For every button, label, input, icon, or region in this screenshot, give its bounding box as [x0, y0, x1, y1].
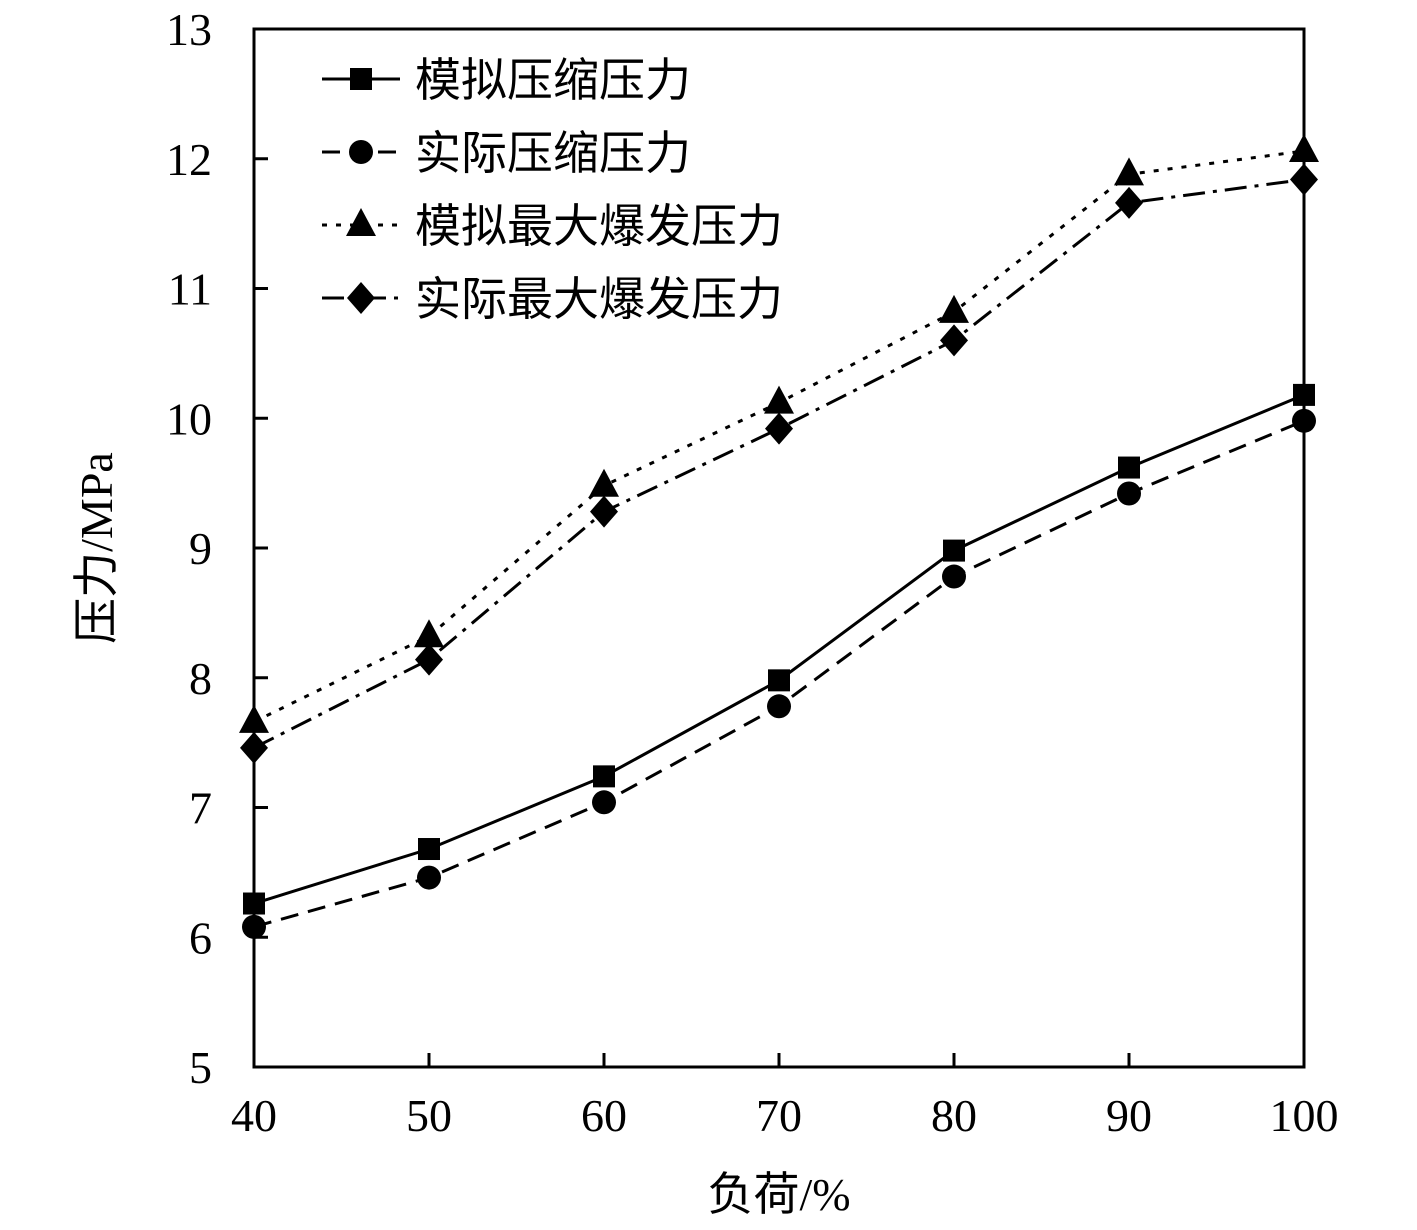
data-point-s4 [765, 412, 793, 445]
x-tick-label: 100 [1270, 1090, 1339, 1141]
data-point-s4 [1115, 186, 1143, 219]
y-tick-label: 6 [189, 912, 212, 963]
data-point-s3 [239, 704, 269, 733]
legend-label: 实际压缩压力 [415, 128, 691, 179]
data-point-s1 [418, 838, 440, 861]
data-point-s4 [590, 495, 618, 528]
x-tick-label: 50 [406, 1090, 452, 1141]
legend-label: 模拟最大爆发压力 [415, 201, 783, 252]
series-line-1 [253, 393, 1305, 905]
x-tick-label: 90 [1106, 1090, 1152, 1141]
legend-marker-4 [347, 282, 375, 314]
legend-label: 模拟压缩压力 [415, 55, 691, 106]
y-tick-label: 13 [166, 4, 212, 55]
data-point-s4 [940, 324, 968, 357]
axis-ticks: 40 50 60 70 80 90 100 5 6 7 8 9 10 11 12 13 [166, 4, 1339, 1141]
data-point-s1 [1118, 456, 1140, 479]
data-point-s3 [1289, 133, 1319, 162]
data-point-s3 [939, 294, 969, 323]
y-tick-label: 12 [166, 134, 212, 185]
legend-label: 实际最大爆发压力 [415, 274, 783, 325]
x-tick-label: 70 [756, 1090, 802, 1141]
y-axis-title: 压力/MPa [71, 452, 122, 644]
data-point-s2 [242, 914, 266, 939]
data-point-s3 [1114, 157, 1144, 186]
y-tick-label: 7 [189, 783, 212, 834]
y-tick-label: 5 [189, 1042, 212, 1093]
y-tick-label: 8 [189, 653, 212, 704]
data-point-s3 [414, 619, 444, 648]
x-axis-title: 负荷/% [707, 1169, 850, 1220]
plot-frame [252, 27, 1306, 1069]
data-point-s2 [417, 865, 441, 890]
data-point-s1 [1293, 383, 1315, 406]
legend-marker-2 [349, 140, 373, 164]
data-point-s1 [943, 539, 965, 562]
x-tick-label: 40 [231, 1090, 277, 1141]
data-point-s4 [240, 731, 268, 764]
data-point-s4 [415, 643, 443, 676]
series-line-4 [253, 178, 1305, 750]
data-point-s2 [1117, 481, 1141, 506]
y-tick-label: 9 [189, 523, 212, 574]
data-point-s2 [767, 694, 791, 719]
data-point-s3 [764, 385, 794, 414]
data-point-s1 [768, 669, 790, 692]
data-point-s3 [589, 468, 619, 497]
y-tick-label: 10 [166, 393, 212, 444]
x-tick-label: 80 [931, 1090, 977, 1141]
legend-marker-1 [350, 68, 372, 90]
data-point-s4 [1290, 163, 1318, 196]
x-tick-label: 60 [581, 1090, 627, 1141]
series-lines [253, 149, 1305, 929]
data-point-s2 [1292, 408, 1316, 433]
data-point-s2 [942, 564, 966, 589]
data-point-s1 [593, 765, 615, 788]
y-tick-label: 11 [168, 264, 212, 315]
series-markers [239, 133, 1319, 939]
legend-marker-3 [346, 208, 376, 236]
data-point-s1 [243, 892, 265, 915]
data-point-s2 [592, 790, 616, 815]
